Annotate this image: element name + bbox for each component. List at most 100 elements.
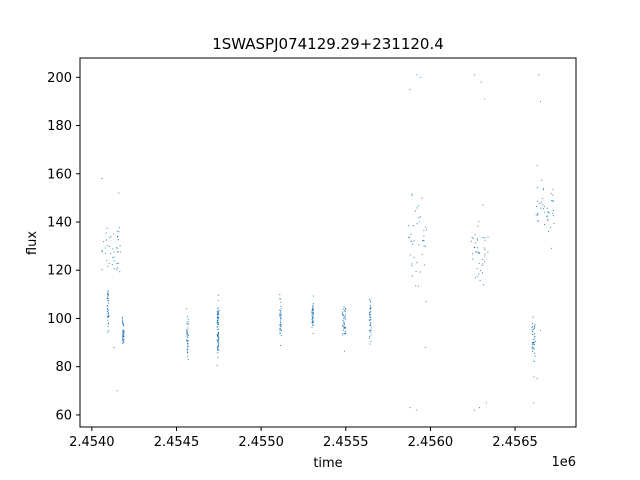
data-point — [108, 316, 110, 318]
data-point — [551, 247, 553, 249]
data-point — [476, 239, 478, 241]
data-point — [280, 318, 282, 320]
data-point — [411, 194, 413, 196]
data-point — [311, 313, 313, 315]
data-point — [534, 325, 536, 327]
data-point — [217, 312, 219, 315]
data-point — [552, 194, 554, 196]
data-point — [112, 257, 114, 259]
data-point — [419, 216, 422, 218]
data-point — [101, 249, 103, 252]
data-point — [544, 224, 546, 226]
data-point — [217, 299, 219, 302]
data-point — [109, 237, 111, 239]
data-point — [531, 329, 533, 331]
data-point — [280, 316, 282, 318]
y-axis: 60 80 100 120 140 160 180 200 — [47, 71, 80, 423]
data-point — [116, 390, 118, 392]
data-point — [312, 304, 314, 306]
data-point — [533, 344, 535, 346]
data-point — [344, 310, 346, 312]
data-point — [105, 232, 107, 234]
data-point — [107, 319, 109, 321]
data-point — [416, 409, 418, 411]
data-point — [216, 328, 218, 330]
data-point — [186, 334, 188, 336]
data-point — [186, 340, 189, 343]
data-point — [533, 402, 535, 404]
data-point — [544, 211, 546, 213]
data-point — [531, 346, 533, 348]
data-point — [120, 251, 122, 253]
data-point — [411, 243, 413, 245]
data-point — [552, 212, 554, 214]
data-point — [216, 340, 219, 342]
data-point — [476, 247, 478, 249]
data-point — [344, 315, 346, 317]
data-point — [424, 245, 427, 247]
data-point — [552, 201, 555, 203]
data-point — [279, 332, 281, 334]
data-point — [370, 334, 372, 336]
data-point — [478, 262, 480, 265]
data-point — [122, 320, 124, 322]
data-point — [110, 236, 112, 238]
data-point — [370, 318, 372, 321]
data-point — [550, 193, 552, 195]
data-point — [534, 355, 536, 357]
data-point — [107, 309, 109, 311]
data-point — [216, 320, 219, 322]
data-point — [187, 346, 189, 348]
data-point — [532, 316, 534, 318]
data-point — [409, 88, 411, 90]
data-point — [342, 314, 344, 316]
data-point — [541, 179, 543, 181]
data-point — [410, 233, 412, 235]
data-point — [408, 225, 410, 227]
data-point — [312, 295, 314, 297]
data-point — [218, 349, 220, 351]
data-point — [107, 322, 109, 324]
data-point — [122, 325, 125, 327]
data-point — [345, 307, 347, 309]
data-point — [186, 329, 188, 331]
data-point — [531, 347, 533, 349]
data-point — [117, 239, 119, 241]
data-point — [216, 349, 218, 351]
data-point — [217, 323, 220, 325]
data-point — [553, 222, 555, 225]
data-point — [105, 252, 107, 254]
data-point — [543, 187, 545, 190]
data-point — [107, 303, 109, 305]
data-point — [342, 332, 344, 334]
data-point — [101, 178, 103, 180]
data-point — [344, 313, 347, 315]
data-point — [345, 326, 347, 328]
data-point — [369, 318, 371, 320]
data-point — [369, 343, 371, 345]
data-point — [533, 327, 535, 330]
y-tick-label: 200 — [47, 71, 72, 86]
data-point — [107, 311, 109, 314]
data-point — [474, 233, 476, 236]
data-point — [186, 308, 188, 310]
data-point — [483, 260, 486, 263]
data-point — [484, 98, 486, 100]
data-point — [421, 240, 424, 242]
data-point — [187, 318, 189, 320]
data-point — [121, 330, 123, 332]
data-point — [411, 193, 413, 195]
data-point — [552, 200, 554, 202]
data-point — [484, 255, 486, 257]
data-point — [121, 333, 124, 335]
data-point — [419, 76, 421, 78]
data-point — [217, 331, 219, 333]
data-point — [552, 215, 554, 217]
data-point — [279, 327, 281, 329]
data-point — [107, 309, 109, 311]
data-point — [217, 341, 220, 343]
data-point — [547, 211, 549, 213]
data-point — [542, 203, 544, 206]
data-point — [218, 338, 220, 341]
data-point — [116, 248, 118, 250]
